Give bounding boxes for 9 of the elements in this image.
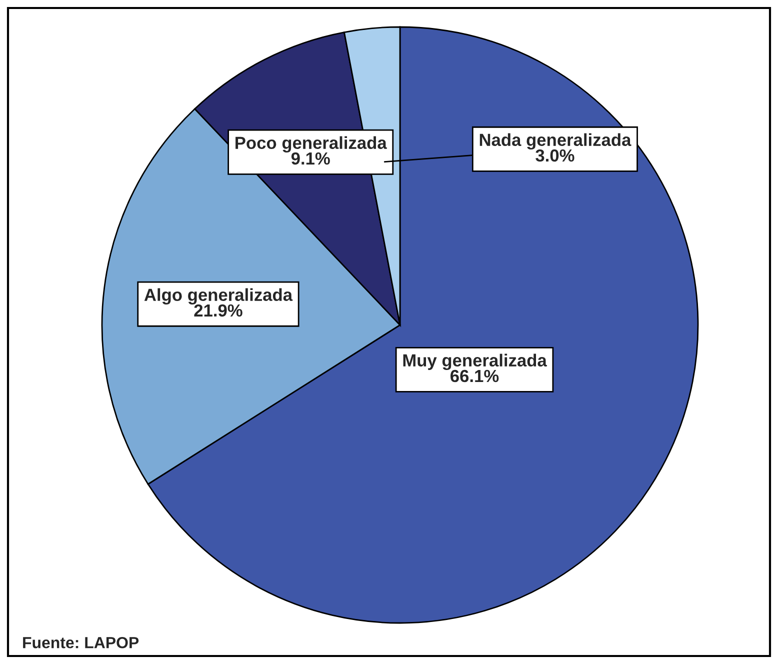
slice-label: Nada generalizada <box>480 133 632 150</box>
data-label: 66.1% <box>450 370 499 382</box>
data-label: 21.9% <box>194 304 242 317</box>
data-label: 3.0% <box>536 149 574 162</box>
slice-label: Muy generalizada <box>403 354 547 370</box>
source-note: Fuente: LAPOP <box>23 636 139 648</box>
slice-label: Poco generalizada <box>236 136 387 153</box>
slice-label: Algo generalizada <box>144 288 293 304</box>
data-label: 9.1% <box>291 152 330 165</box>
